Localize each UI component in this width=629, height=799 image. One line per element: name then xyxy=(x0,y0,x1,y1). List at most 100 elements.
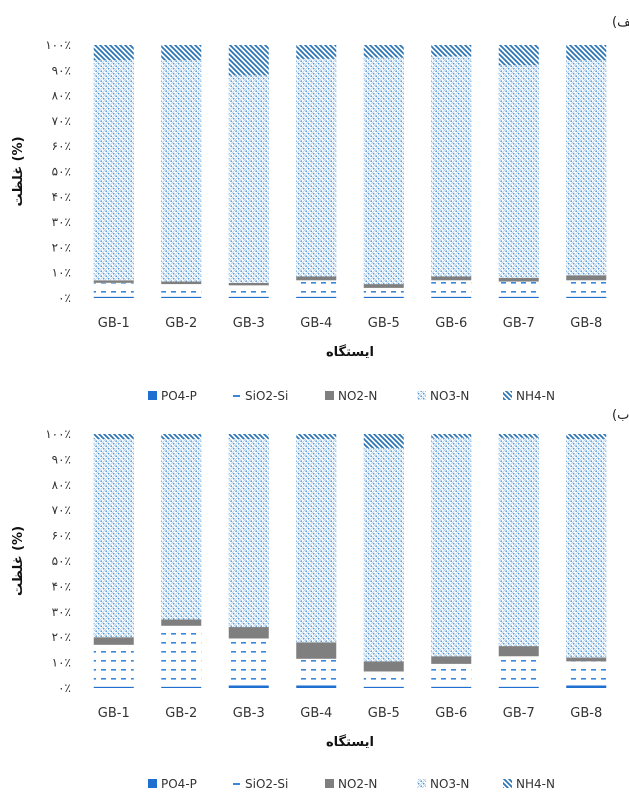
bar-segment-no3-n-gb-1 xyxy=(93,60,134,281)
panel-label: (ب) xyxy=(612,408,629,423)
bar-segment-no3-n-gb-4 xyxy=(296,58,337,277)
bar-segment-no2-n-gb-7 xyxy=(498,277,539,282)
x-tick-label: GB-1 xyxy=(98,706,130,721)
x-tick-label: GB-7 xyxy=(503,706,535,721)
y-tick-label: ۲۰٪ xyxy=(52,630,71,644)
bar-segment-sio2-si-gb-4 xyxy=(296,280,337,297)
bar-segment-no2-n-gb-4 xyxy=(296,642,337,659)
bar-segment-sio2-si-gb-5 xyxy=(363,671,404,687)
bar-segment-po4-p-gb-6 xyxy=(431,296,472,298)
y-tick-label: ۰٪ xyxy=(58,291,71,305)
bar-segment-nh4-n-gb-2 xyxy=(161,434,202,440)
legend-item-no2-n: NO2-N xyxy=(325,777,377,791)
y-tick-label: ۱۰٪ xyxy=(52,266,71,280)
bar-segment-sio2-si-gb-8 xyxy=(566,280,607,297)
legend-label: NO2-N xyxy=(338,389,377,403)
bar-segment-nh4-n-gb-4 xyxy=(296,45,337,59)
y-tick-label: ۴۰٪ xyxy=(52,190,71,204)
bar-segment-no3-n-gb-2 xyxy=(161,439,202,620)
legend-item-no2-n: NO2-N xyxy=(325,389,377,403)
bar-segment-no3-n-gb-3 xyxy=(228,439,269,628)
y-tick-label: ۵۰٪ xyxy=(52,554,71,568)
bar-segment-sio2-si-gb-2 xyxy=(161,625,202,687)
bar-segment-nh4-n-gb-6 xyxy=(431,434,472,438)
y-tick-label: ۷۰٪ xyxy=(52,114,71,128)
bar-segment-no3-n-gb-2 xyxy=(161,60,202,282)
x-tick-label: GB-8 xyxy=(570,706,602,721)
x-tick-label: GB-7 xyxy=(503,316,535,331)
y-tick-label: ۳۰٪ xyxy=(52,605,71,619)
legend: PO4-P SiO2-Si NO2-N NO3-N NH4-N xyxy=(148,389,555,403)
bar-segment-nh4-n-gb-3 xyxy=(228,434,269,440)
bar-segment-po4-p-gb-3 xyxy=(228,296,269,298)
x-tick-label: GB-2 xyxy=(165,316,197,331)
y-tick-label: ۵۰٪ xyxy=(52,165,71,179)
bar-segment-po4-p-gb-6 xyxy=(431,686,472,688)
x-tick-label: GB-6 xyxy=(435,316,467,331)
x-tick-label: GB-4 xyxy=(300,316,332,331)
legend-item-nh4-n: NH4-N xyxy=(503,389,555,403)
bar-segment-nh4-n-gb-3 xyxy=(228,45,269,76)
bar-segment-no3-n-gb-8 xyxy=(566,60,607,276)
y-tick-label: ۶۰٪ xyxy=(52,139,71,153)
legend-swatch xyxy=(417,779,426,788)
bar-segment-no2-n-gb-8 xyxy=(566,657,607,662)
legend-swatch xyxy=(503,779,512,788)
bar-segment-sio2-si-gb-7 xyxy=(498,656,539,687)
bar-segment-po4-p-gb-7 xyxy=(498,686,539,688)
bar-segment-nh4-n-gb-5 xyxy=(363,434,404,448)
x-tick-label: GB-8 xyxy=(570,316,602,331)
legend-item-sio2-si: SiO2-Si xyxy=(233,777,288,791)
bar-segment-po4-p-gb-2 xyxy=(161,686,202,688)
legend-swatch xyxy=(325,391,334,400)
legend-label: PO4-P xyxy=(161,777,197,791)
bar-segment-no2-n-gb-6 xyxy=(431,276,472,281)
y-tick-label: ۶۰٪ xyxy=(52,529,71,543)
bar-segment-nh4-n-gb-1 xyxy=(93,45,134,61)
y-tick-label: ۸۰٪ xyxy=(52,89,71,103)
y-tick-label: ۹۰٪ xyxy=(52,452,71,466)
bar-segment-no3-n-gb-6 xyxy=(431,437,472,657)
bar-segment-sio2-si-gb-8 xyxy=(566,661,607,686)
legend-label: NH4-N xyxy=(516,389,555,403)
bar-segment-sio2-si-gb-4 xyxy=(296,658,337,686)
bar-segment-no3-n-gb-1 xyxy=(93,439,134,638)
chart-panel-1: (الف) ۰٪ ۱۰٪ ۲۰٪ ۳۰٪ ۴۰٪ ۵۰٪ ۶۰٪ ۷۰٪ ۸۰٪ ۹۰٪ ۱۰۰٪ غل… xyxy=(11,15,629,403)
legend-item-nh4-n: NH4-N xyxy=(503,777,555,791)
y-tick-label: ۲۰٪ xyxy=(52,240,71,254)
y-axis-title: غلظت (%) xyxy=(11,136,26,206)
legend-swatch xyxy=(148,779,157,788)
bar-segment-sio2-si-gb-5 xyxy=(363,287,404,297)
bar-segment-nh4-n-gb-4 xyxy=(296,434,337,440)
bar-segment-po4-p-gb-3 xyxy=(228,685,269,688)
x-axis-title: ایستگاه xyxy=(326,344,374,360)
y-tick-label: ۳۰٪ xyxy=(52,215,71,229)
bar-segment-nh4-n-gb-5 xyxy=(363,45,404,58)
bar-segment-po4-p-gb-4 xyxy=(296,685,337,688)
bar-segment-no3-n-gb-7 xyxy=(498,65,539,278)
legend-label: NO2-N xyxy=(338,777,377,791)
legend-label: NO3-N xyxy=(430,389,469,403)
x-tick-label: GB-5 xyxy=(368,706,400,721)
x-axis-title: ایستگاه xyxy=(326,734,374,750)
bar-segment-sio2-si-gb-3 xyxy=(228,638,269,686)
legend-item-no3-n: NO3-N xyxy=(417,389,469,403)
bar-segment-sio2-si-gb-3 xyxy=(228,285,269,297)
bar-segment-no2-n-gb-3 xyxy=(228,282,269,286)
bar-segment-sio2-si-gb-1 xyxy=(93,644,134,687)
bar-segment-po4-p-gb-5 xyxy=(363,296,404,298)
legend-label: SiO2-Si xyxy=(245,389,288,403)
bar-segment-sio2-si-gb-2 xyxy=(161,284,202,297)
bar-segment-po4-p-gb-7 xyxy=(498,296,539,298)
bar-segment-no2-n-gb-5 xyxy=(363,661,404,672)
bar-segment-sio2-si-gb-6 xyxy=(431,280,472,297)
bar-segment-no2-n-gb-6 xyxy=(431,656,472,664)
legend-swatch xyxy=(325,779,334,788)
bar-segment-no3-n-gb-3 xyxy=(228,75,269,283)
legend-item-po4-p: PO4-P xyxy=(148,389,197,403)
y-tick-label: ۱۰۰٪ xyxy=(45,38,71,52)
bar-segment-po4-p-gb-1 xyxy=(93,686,134,688)
bar-segment-nh4-n-gb-6 xyxy=(431,45,472,57)
bar-segment-no2-n-gb-1 xyxy=(93,280,134,283)
x-tick-label: GB-2 xyxy=(165,706,197,721)
